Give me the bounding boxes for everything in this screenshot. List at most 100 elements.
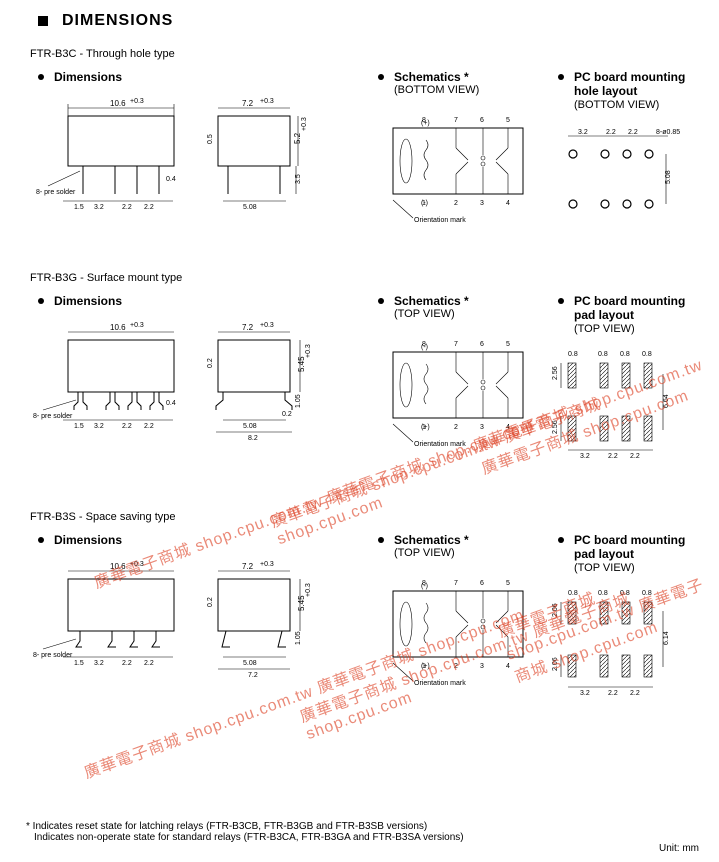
schematic-b3c: (+) (-) 8765 1234 Orientation mark: [378, 100, 558, 230]
svg-text:0.2: 0.2: [207, 597, 214, 607]
bullet-icon: [378, 537, 384, 543]
svg-text:8: 8: [422, 580, 426, 587]
svg-text:8: 8: [422, 117, 426, 124]
svg-text:2: 2: [454, 200, 458, 207]
footnotes: * Indicates reset state for latching rel…: [26, 821, 699, 854]
svg-text:7: 7: [454, 580, 458, 587]
footnote-1: * Indicates reset state for latching rel…: [26, 821, 699, 832]
svg-text:8- pre solder: 8- pre solder: [33, 413, 73, 420]
svg-text:6: 6: [480, 117, 484, 124]
svg-text:2.06: 2.06: [552, 657, 559, 671]
svg-text:2.2: 2.2: [144, 660, 154, 667]
variant-label-b3c: FTR-B3C - Through hole type: [30, 48, 699, 60]
svg-text:+0.3: +0.3: [305, 583, 312, 597]
svg-text:3.2: 3.2: [94, 423, 104, 430]
svg-text:1.5: 1.5: [74, 204, 84, 211]
bullet-icon: [38, 298, 44, 304]
sch-heading: Schematics *(TOP VIEW): [394, 533, 469, 561]
svg-text:Orientation mark: Orientation mark: [414, 441, 466, 448]
bullet-icon: [38, 74, 44, 80]
svg-text:6: 6: [480, 580, 484, 587]
svg-text:5.2: 5.2: [293, 133, 302, 145]
svg-text:3: 3: [480, 424, 484, 431]
svg-text:2.2: 2.2: [606, 129, 616, 136]
svg-text:5.08: 5.08: [243, 204, 257, 211]
bullet-icon: [558, 74, 564, 80]
svg-text:2: 2: [454, 663, 458, 670]
svg-text:0.8: 0.8: [620, 351, 630, 358]
svg-text:+0.3: +0.3: [130, 561, 144, 568]
sch-heading: Schematics *(TOP VIEW): [394, 294, 469, 322]
svg-text:0.8: 0.8: [568, 590, 578, 597]
pcb-heading: PC board mounting pad layout(TOP VIEW): [574, 294, 699, 336]
svg-text:5: 5: [506, 580, 510, 587]
svg-text:7.2: 7.2: [242, 323, 254, 332]
svg-text:3.2: 3.2: [578, 129, 588, 136]
svg-text:3.2: 3.2: [580, 453, 590, 460]
svg-text:0.8: 0.8: [598, 590, 608, 597]
svg-text:2.2: 2.2: [144, 204, 154, 211]
svg-text:+0.3: +0.3: [260, 98, 274, 105]
svg-text:0.4: 0.4: [166, 176, 176, 183]
svg-text:1: 1: [422, 200, 426, 207]
dim-diagram-b3g: 10.6+0.3 1.53.22.22.2 0.4 8- pre solder …: [38, 310, 378, 455]
variant-label-b3g: FTR-B3G - Surface mount type: [30, 272, 699, 284]
svg-text:1.05: 1.05: [295, 395, 302, 409]
svg-text:0.2: 0.2: [282, 411, 292, 418]
pcb-b3c: 3.22.22.2 8-ø0.85 5.08: [558, 114, 699, 244]
bullet-icon: [558, 298, 564, 304]
bullet-icon: [558, 537, 564, 543]
svg-text:5.08: 5.08: [243, 660, 257, 667]
dim-heading: Dimensions: [54, 533, 122, 547]
svg-text:0.8: 0.8: [598, 351, 608, 358]
bullet-icon: [38, 537, 44, 543]
svg-text:1.5: 1.5: [74, 423, 84, 430]
svg-text:+0.3: +0.3: [130, 322, 144, 329]
svg-text:Orientation mark: Orientation mark: [414, 217, 466, 224]
svg-text:4: 4: [506, 424, 510, 431]
svg-text:2.56: 2.56: [552, 366, 559, 380]
pcb-b3s: 0.80.80.80.8 2.06 2.06 6.14 3.22.22.2: [558, 577, 699, 722]
dim-diagram-b3s: 10.6+0.3 1.53.22.22.2 8- pre solder 7.2+…: [38, 549, 378, 694]
svg-text:8- pre solder: 8- pre solder: [36, 189, 76, 196]
pcb-heading: PC board mounting pad layout(TOP VIEW): [574, 533, 699, 575]
svg-text:7: 7: [454, 341, 458, 348]
svg-text:5: 5: [506, 341, 510, 348]
title-text: DIMENSIONS: [62, 12, 173, 30]
dim-heading: Dimensions: [54, 294, 122, 308]
svg-text:10.6: 10.6: [110, 99, 126, 108]
svg-text:6.14: 6.14: [663, 631, 670, 645]
svg-text:0.8: 0.8: [642, 351, 652, 358]
svg-text:6: 6: [480, 341, 484, 348]
svg-text:10.6: 10.6: [110, 323, 126, 332]
footnote-2: Indicates non-operate state for standard…: [26, 832, 699, 843]
svg-text:3.2: 3.2: [94, 660, 104, 667]
svg-text:+0.3: +0.3: [260, 561, 274, 568]
unit-label: Unit: mm: [659, 843, 699, 854]
svg-text:3.2: 3.2: [580, 690, 590, 697]
svg-text:2.2: 2.2: [608, 690, 618, 697]
sch-heading: Schematics *(BOTTOM VIEW): [394, 70, 479, 98]
svg-text:Orientation mark: Orientation mark: [414, 680, 466, 687]
pcb-b3g: 0.80.80.80.8 2.56 2.56 6.64 3.22.22.2: [558, 338, 699, 483]
svg-text:3: 3: [480, 663, 484, 670]
svg-text:8-ø0.85: 8-ø0.85: [656, 129, 680, 136]
bullet-icon: [378, 298, 384, 304]
svg-text:2.2: 2.2: [122, 204, 132, 211]
svg-text:0.2: 0.2: [207, 359, 214, 369]
svg-text:4: 4: [506, 663, 510, 670]
svg-text:0.8: 0.8: [620, 590, 630, 597]
svg-text:+0.3: +0.3: [260, 322, 274, 329]
svg-text:6.64: 6.64: [663, 394, 670, 408]
svg-text:2.2: 2.2: [628, 129, 638, 136]
svg-text:3.5: 3.5: [295, 175, 302, 185]
svg-text:2.2: 2.2: [630, 453, 640, 460]
svg-text:2.2: 2.2: [630, 690, 640, 697]
svg-text:7: 7: [454, 117, 458, 124]
svg-text:8.2: 8.2: [248, 435, 258, 442]
svg-text:0.4: 0.4: [166, 400, 176, 407]
svg-text:1: 1: [422, 424, 426, 431]
svg-text:2.2: 2.2: [122, 423, 132, 430]
svg-text:3.2: 3.2: [94, 204, 104, 211]
svg-text:0.5: 0.5: [207, 135, 214, 145]
